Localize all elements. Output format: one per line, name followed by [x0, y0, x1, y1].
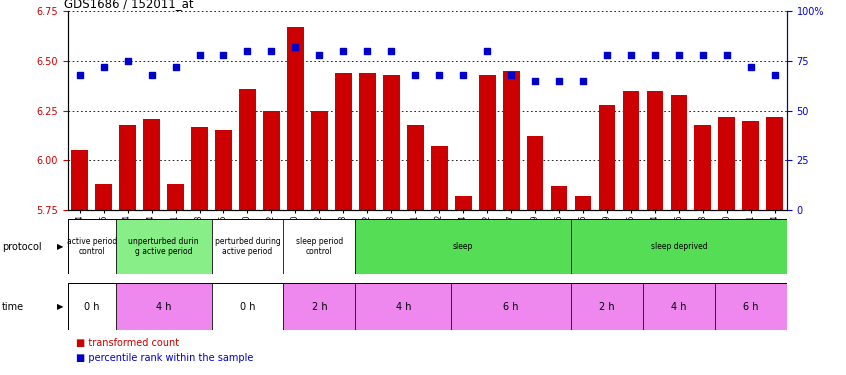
Point	[552, 78, 566, 84]
Bar	[479, 75, 496, 210]
Text: ■ percentile rank within the sample: ■ percentile rank within the sample	[76, 353, 254, 363]
Bar	[311, 111, 327, 210]
Bar	[503, 71, 519, 210]
Text: 0 h: 0 h	[84, 302, 99, 312]
Bar	[212, 283, 283, 330]
Bar	[718, 117, 735, 210]
Bar	[646, 91, 663, 210]
Bar	[68, 219, 116, 274]
Point	[312, 52, 326, 58]
Point	[217, 52, 230, 58]
Point	[457, 72, 470, 78]
Text: 2 h: 2 h	[311, 302, 327, 312]
Point	[528, 78, 542, 84]
Bar	[283, 283, 355, 330]
Text: 4 h: 4 h	[156, 302, 171, 312]
Bar	[451, 283, 571, 330]
Bar	[527, 136, 543, 210]
Text: 4 h: 4 h	[396, 302, 411, 312]
Bar	[212, 219, 283, 274]
Text: time: time	[2, 302, 24, 312]
Point	[145, 72, 158, 78]
Bar	[335, 73, 352, 210]
Point	[768, 72, 782, 78]
Point	[624, 52, 638, 58]
Bar	[574, 196, 591, 210]
Text: 0 h: 0 h	[239, 302, 255, 312]
Point	[696, 52, 710, 58]
Point	[121, 58, 135, 64]
Point	[360, 48, 374, 54]
Bar	[283, 219, 355, 274]
Bar	[119, 124, 136, 210]
Text: 6 h: 6 h	[503, 302, 519, 312]
Bar	[671, 95, 687, 210]
Bar	[695, 124, 711, 210]
Bar	[355, 219, 571, 274]
Text: sleep: sleep	[453, 242, 474, 251]
Bar	[715, 283, 787, 330]
Bar	[599, 105, 615, 210]
Point	[672, 52, 685, 58]
Text: GDS1686 / 152011_at: GDS1686 / 152011_at	[64, 0, 194, 10]
Bar	[96, 184, 112, 210]
Point	[601, 52, 614, 58]
Bar	[455, 196, 471, 210]
Bar	[68, 283, 116, 330]
Point	[576, 78, 590, 84]
Bar	[407, 124, 424, 210]
Bar	[215, 130, 232, 210]
Bar	[116, 219, 212, 274]
Text: ■ transformed count: ■ transformed count	[76, 338, 179, 348]
Point	[432, 72, 446, 78]
Point	[504, 72, 518, 78]
Bar	[623, 91, 640, 210]
Bar	[643, 283, 715, 330]
Text: perturbed during
active period: perturbed during active period	[215, 237, 280, 256]
Point	[409, 72, 422, 78]
Text: 4 h: 4 h	[671, 302, 687, 312]
Bar	[168, 184, 184, 210]
Point	[265, 48, 278, 54]
Bar	[359, 73, 376, 210]
Bar	[239, 89, 255, 210]
Text: protocol: protocol	[2, 242, 41, 252]
Point	[744, 64, 758, 70]
Bar	[355, 283, 451, 330]
Point	[648, 52, 662, 58]
Point	[73, 72, 86, 78]
Text: 2 h: 2 h	[599, 302, 615, 312]
Bar	[191, 126, 208, 210]
Bar	[383, 75, 399, 210]
Point	[720, 52, 733, 58]
Bar	[263, 111, 280, 210]
Bar	[116, 283, 212, 330]
Point	[193, 52, 206, 58]
Point	[96, 64, 110, 70]
Bar	[71, 150, 88, 210]
Text: ▶: ▶	[57, 242, 63, 251]
Text: 6 h: 6 h	[743, 302, 759, 312]
Bar	[551, 186, 568, 210]
Text: ▶: ▶	[57, 302, 63, 311]
Bar	[743, 120, 759, 210]
Text: sleep period
control: sleep period control	[296, 237, 343, 256]
Bar	[766, 117, 783, 210]
Bar	[287, 27, 304, 210]
Point	[240, 48, 254, 54]
Text: sleep deprived: sleep deprived	[651, 242, 707, 251]
Point	[288, 44, 302, 50]
Bar	[571, 219, 787, 274]
Text: unperturbed durin
g active period: unperturbed durin g active period	[129, 237, 199, 256]
Point	[481, 48, 494, 54]
Point	[384, 48, 398, 54]
Bar	[431, 146, 448, 210]
Text: active period
control: active period control	[67, 237, 117, 256]
Bar	[143, 118, 160, 210]
Point	[168, 64, 182, 70]
Bar	[571, 283, 643, 330]
Point	[337, 48, 350, 54]
